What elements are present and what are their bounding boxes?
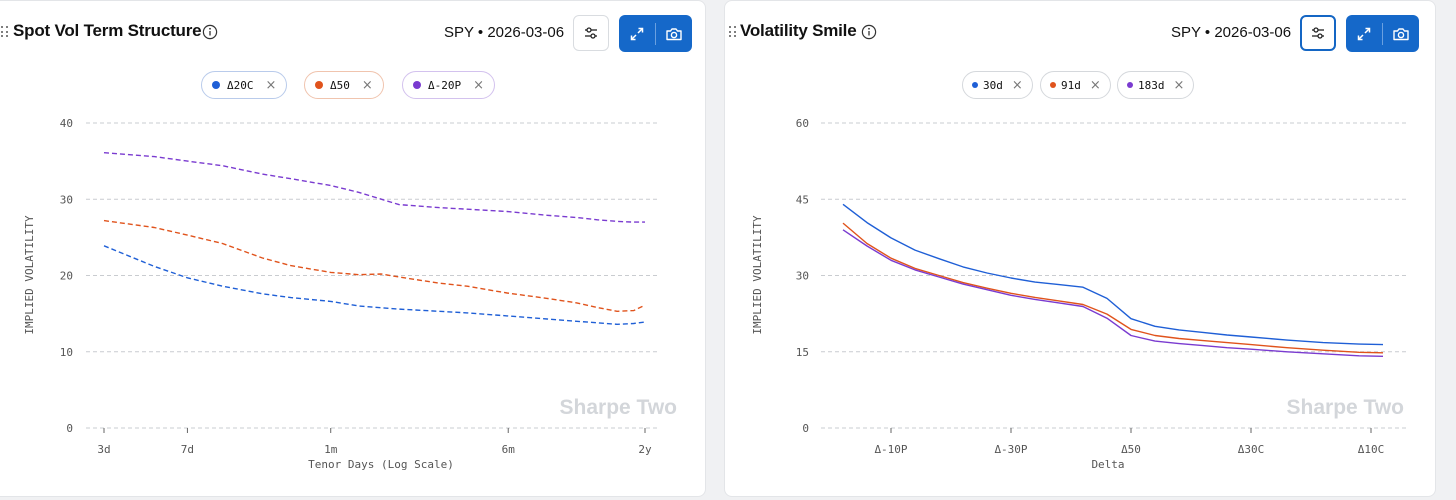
y-tick-label: 30	[60, 193, 73, 206]
y-tick-label: 45	[796, 193, 809, 206]
sliders-icon	[585, 27, 597, 39]
term-structure-chart: 0 10 20 30 40 3d 7d 1m 6m 2y Tenor Days (Log Scal…	[23, 117, 677, 471]
series-color-dot	[315, 81, 323, 89]
x-axis-title: Tenor Days (Log Scale)	[308, 458, 454, 471]
watermark: Sharpe Two	[1287, 396, 1404, 419]
x-axis-title: Delta	[1091, 458, 1124, 471]
series-color-dot	[212, 81, 220, 89]
y-axis-title: IMPLIED VOLATILITY	[23, 215, 36, 335]
series-chip-d20c[interactable]: Δ20C ×	[201, 71, 288, 99]
y-tick-label: 0	[802, 422, 809, 435]
action-button-group	[1346, 15, 1419, 52]
settings-button[interactable]	[1300, 15, 1336, 51]
chip-label: 183d	[1138, 78, 1165, 92]
y-tick-label: 30	[796, 270, 809, 283]
button-divider	[1382, 22, 1383, 45]
chip-label: 30d	[983, 78, 1003, 92]
remove-series-icon[interactable]: ×	[265, 77, 277, 93]
y-axis-title: IMPLIED VOLATILITY	[751, 215, 764, 335]
y-tick-label: 20	[60, 270, 73, 283]
y-tick-label: 10	[60, 346, 73, 359]
series-color-dot	[1127, 82, 1133, 88]
expand-button[interactable]	[1346, 15, 1382, 52]
ticker-date: SPY • 2026-03-06	[444, 24, 565, 41]
volatility-smile-chart: 0 15 30 45 60 Δ-10P Δ-30P Δ50 Δ30C Δ10C Delta IMP…	[751, 117, 1409, 471]
sliders-icon	[1312, 27, 1324, 39]
info-icon[interactable]	[861, 24, 877, 40]
camera-icon	[666, 27, 682, 40]
series-line	[103, 152, 645, 223]
expand-icon	[1357, 27, 1371, 40]
panel-title: Volatility Smile	[740, 21, 857, 40]
series-chip-30d[interactable]: 30d ×	[962, 71, 1033, 99]
series-chip-d50[interactable]: Δ50 ×	[304, 71, 384, 99]
x-tick-label: Δ30C	[1238, 443, 1265, 456]
chip-label: Δ50	[330, 78, 350, 92]
snapshot-button[interactable]	[1383, 15, 1419, 52]
panel-title: Spot Vol Term Structure	[13, 21, 202, 40]
series-line	[842, 229, 1384, 357]
chip-label: 91d	[1061, 78, 1081, 92]
series-color-dot	[1050, 82, 1056, 88]
x-tick-label: 7d	[181, 443, 194, 456]
snapshot-button[interactable]	[656, 15, 692, 52]
series-chip-d-20p[interactable]: Δ-20P ×	[402, 71, 496, 99]
drag-handle-icon[interactable]	[729, 26, 737, 38]
term-structure-panel: Spot Vol Term Structure SPY • 2026-03-06	[0, 0, 706, 497]
x-tick-label: Δ-10P	[874, 443, 907, 456]
y-tick-label: 40	[60, 117, 73, 130]
y-tick-label: 60	[796, 117, 809, 130]
series-color-dot	[413, 81, 421, 89]
series-line	[103, 245, 646, 325]
remove-series-icon[interactable]: ×	[361, 77, 373, 93]
remove-series-icon[interactable]: ×	[1089, 77, 1101, 93]
expand-icon	[630, 27, 644, 40]
series-chip-91d[interactable]: 91d ×	[1040, 71, 1111, 99]
x-tick-label: 1m	[324, 443, 338, 456]
series-color-dot	[972, 82, 978, 88]
volatility-smile-panel: Volatility Smile SPY • 2026-03-06	[724, 0, 1436, 497]
remove-series-icon[interactable]: ×	[1173, 77, 1185, 93]
x-tick-label: Δ50	[1121, 443, 1141, 456]
action-button-group	[619, 15, 692, 52]
settings-button[interactable]	[573, 15, 609, 51]
x-tick-label: 6m	[502, 443, 516, 456]
series-chip-183d[interactable]: 183d ×	[1117, 71, 1195, 99]
y-tick-label: 0	[66, 422, 73, 435]
series-line	[842, 222, 1384, 354]
series-line	[103, 219, 646, 312]
info-icon[interactable]	[202, 24, 218, 40]
watermark: Sharpe Two	[560, 396, 677, 419]
remove-series-icon[interactable]: ×	[473, 77, 485, 93]
remove-series-icon[interactable]: ×	[1011, 77, 1023, 93]
camera-icon	[1393, 27, 1409, 40]
button-divider	[655, 22, 656, 45]
ticker-date: SPY • 2026-03-06	[1171, 24, 1292, 41]
y-tick-label: 15	[796, 346, 809, 359]
series-line	[842, 203, 1384, 346]
chip-label: Δ-20P	[428, 78, 462, 92]
drag-handle-icon[interactable]	[1, 26, 9, 38]
x-tick-label: Δ10C	[1358, 443, 1385, 456]
x-tick-label: Δ-30P	[994, 443, 1027, 456]
chip-label: Δ20C	[227, 78, 254, 92]
x-tick-label: 3d	[97, 443, 110, 456]
expand-button[interactable]	[619, 15, 655, 52]
x-tick-label: 2y	[638, 443, 652, 456]
